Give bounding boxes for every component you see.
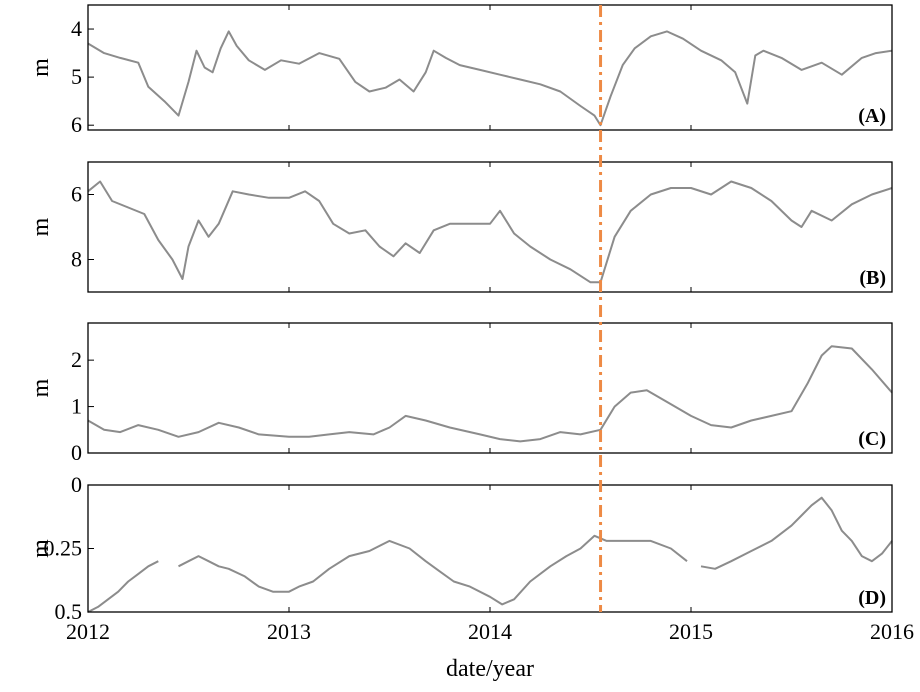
panel-b-y-tick-label-0: 6	[71, 182, 82, 207]
panel-a-y-axis-title: m	[28, 58, 54, 77]
panel-c-y-axis-title: m	[28, 378, 54, 397]
x-tick-label-4: 2016	[870, 619, 914, 644]
x-tick-label-2: 2014	[468, 619, 512, 644]
panel-a-label: (A)	[858, 105, 886, 127]
x-axis: 2012 2013 2014 2015 2016	[66, 619, 914, 644]
panel-a-y-tick-label-0: 4	[71, 16, 82, 41]
panel-d-y-axis-title: m	[28, 539, 54, 558]
panel-d-series-1	[178, 534, 688, 606]
panel-c: 0 1 2m (C)	[28, 322, 893, 465]
panel-b-y-tick-label-1: 8	[71, 247, 82, 272]
panel-d-y-tick-label-0: 0	[71, 472, 82, 497]
panel-d-label: (D)	[858, 587, 886, 609]
panel-d-y-tick-label-2: 0.5	[55, 599, 83, 624]
panel-b-frame	[87, 161, 893, 293]
panel-c-y-tick-label-0: 0	[71, 440, 82, 465]
panel-c-series-0	[87, 345, 893, 443]
x-axis-title: date/year	[446, 656, 534, 682]
panel-d: 0 0.25 0.5 m (D)	[28, 472, 893, 624]
panel-a-series-0	[87, 30, 893, 127]
panel-b-label: (B)	[859, 267, 886, 289]
panel-c-label: (C)	[858, 428, 886, 450]
panel-b: 6 8m (B)	[28, 161, 893, 293]
panel-a-y-tick-label-2: 6	[71, 112, 82, 137]
x-tick-label-0: 2012	[66, 619, 110, 644]
panel-a-frame	[87, 4, 893, 131]
panel-c-y-tick-label-2: 2	[71, 347, 82, 372]
x-tick-label-1: 2013	[267, 619, 311, 644]
panel-b-y-axis-title: m	[28, 217, 54, 236]
panel-a: 4 5 6 m (A)	[28, 4, 893, 137]
panel-a-y-tick-label-1: 5	[71, 64, 82, 89]
panel-c-frame	[87, 322, 893, 454]
panel-d-frame	[87, 484, 893, 613]
panel-b-series-0	[87, 180, 893, 284]
x-tick-label-3: 2015	[669, 619, 713, 644]
panel-d-y-tick-label-1: 0.25	[44, 536, 83, 561]
panel-c-y-tick-label-1: 1	[71, 394, 82, 419]
panel-d-series-0	[87, 560, 159, 613]
panel-d-series-2	[700, 496, 893, 570]
